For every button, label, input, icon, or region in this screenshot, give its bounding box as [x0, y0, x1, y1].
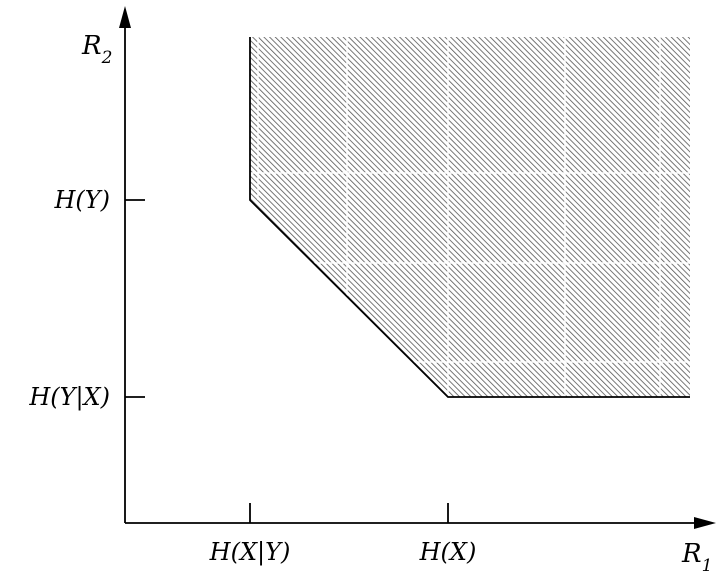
- achievable-region: [250, 37, 690, 397]
- y-axis-label-main: R: [81, 31, 102, 61]
- x-axis-label-main: R: [681, 539, 702, 569]
- x-tick-label-hxy: H(X|Y): [209, 538, 291, 567]
- y-axis-arrowhead: [119, 6, 131, 28]
- x-axis-arrowhead: [694, 517, 716, 529]
- y-axis-label: R2: [81, 31, 112, 68]
- y-axis-label-subscript: 2: [101, 48, 113, 68]
- y-tick-label-hyx: H(Y|X): [28, 383, 110, 412]
- y-tick-label-hy: H(Y): [54, 186, 111, 214]
- x-axis-label-subscript: 1: [702, 556, 713, 571]
- x-axis-label: R1: [681, 539, 712, 571]
- region-boundary: [249, 37, 690, 398]
- x-tick-label-hx: H(X): [419, 538, 477, 566]
- region-grid: [250, 37, 690, 397]
